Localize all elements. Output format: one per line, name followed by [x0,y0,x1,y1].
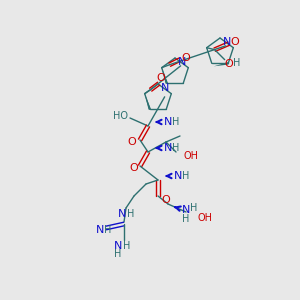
Text: N: N [174,171,182,181]
Text: H: H [114,249,122,259]
Text: H: H [182,171,190,181]
Text: N: N [164,117,172,127]
Text: O: O [130,163,138,173]
Text: OH: OH [198,213,213,223]
Text: N: N [164,143,172,153]
Text: O: O [224,59,233,69]
Text: N: N [182,205,190,215]
Text: H: H [172,117,180,127]
Text: H: H [172,143,180,153]
Text: HO: HO [112,111,128,121]
Text: N: N [160,83,169,93]
Text: O: O [128,137,136,147]
Text: H: H [233,58,240,68]
Text: H: H [123,241,131,251]
Text: N: N [118,209,126,219]
Text: N: N [178,57,186,67]
Text: H: H [190,203,198,213]
Polygon shape [214,62,229,66]
Text: N: N [223,37,231,47]
Text: O: O [162,195,170,205]
Polygon shape [162,68,168,84]
Text: O: O [230,37,239,47]
Text: H: H [104,225,112,235]
Text: H: H [182,214,190,224]
Text: OH: OH [184,151,199,161]
Polygon shape [145,94,151,110]
Text: O: O [156,73,165,83]
Text: N: N [96,225,104,235]
Text: H: H [127,209,135,219]
Text: O: O [181,53,190,63]
Text: N: N [114,241,122,251]
